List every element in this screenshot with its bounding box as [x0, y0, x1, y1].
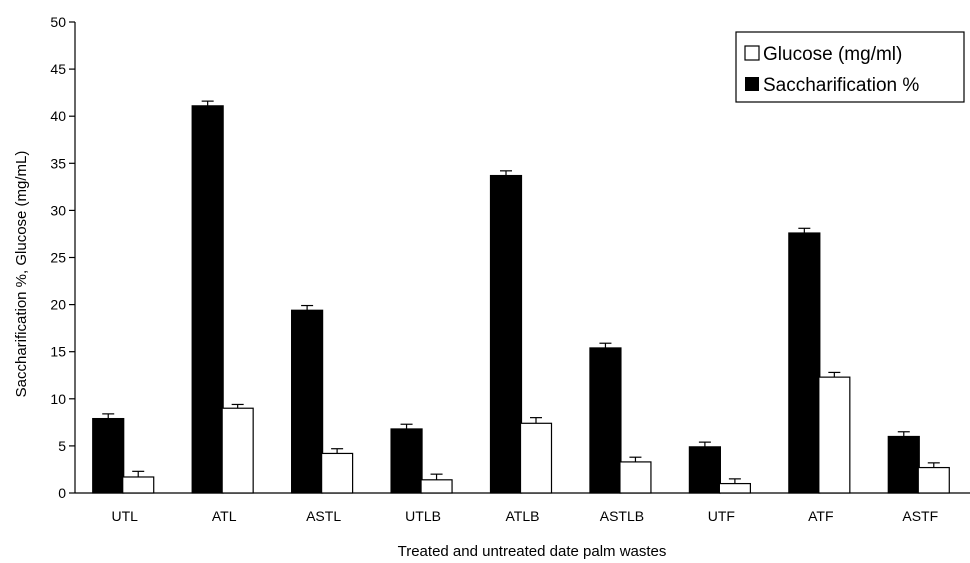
bar-group — [489, 170, 553, 494]
y-tick-label: 10 — [50, 391, 66, 407]
saccharification-bar — [887, 435, 920, 494]
y-tick-label: 5 — [58, 438, 66, 454]
y-tick-label: 30 — [50, 202, 66, 218]
bar-group — [589, 342, 652, 494]
y-tick-label: 40 — [50, 108, 66, 124]
x-tick-label: UTF — [708, 508, 735, 524]
y-axis-title: Saccharification %, Glucose (mg/mL) — [13, 151, 30, 398]
saccharification-bar — [390, 428, 423, 494]
x-tick-label: UTL — [111, 508, 138, 524]
x-tick-label: ATL — [212, 508, 237, 524]
x-tick-label: UTLB — [405, 508, 441, 524]
y-tick-label: 0 — [58, 485, 66, 501]
y-tick-label: 25 — [50, 250, 66, 266]
bar-group — [291, 304, 354, 494]
y-tick-label: 45 — [50, 61, 66, 77]
x-tick-label: ATF — [808, 508, 833, 524]
saccharification-bar — [788, 232, 821, 494]
bar-group — [688, 441, 751, 494]
x-tick-label: ASTLB — [600, 508, 644, 524]
x-tick-label: ATLB — [506, 508, 540, 524]
saccharification-bar — [688, 446, 721, 494]
x-axis-title: Treated and untreated date palm wastes — [398, 543, 667, 560]
saccharification-bar — [291, 309, 324, 494]
legend-frame — [735, 31, 965, 103]
saccharification-bar — [191, 105, 224, 494]
glucose-bar — [122, 476, 155, 494]
y-tick-label: 15 — [50, 344, 66, 360]
legend-label-saccharification: Saccharification % — [763, 75, 919, 96]
saccharification-bar — [92, 417, 125, 494]
glucose-bar — [718, 482, 751, 494]
bar-group — [390, 423, 453, 494]
glucose-bar — [321, 452, 354, 494]
legend: Glucose (mg/ml) Saccharification % — [735, 31, 965, 103]
glucose-bar — [917, 466, 950, 494]
saccharification-bar — [589, 347, 622, 494]
bar-group — [887, 431, 950, 494]
legend-label-glucose: Glucose (mg/ml) — [763, 44, 902, 65]
glucose-bar — [818, 376, 851, 494]
legend-swatch-saccharification — [745, 77, 759, 91]
x-tick-label: ASTF — [902, 508, 938, 524]
y-tick-label: 35 — [50, 155, 66, 171]
glucose-bar — [519, 422, 553, 494]
glucose-bar — [420, 479, 453, 494]
saccharification-bar — [489, 174, 523, 494]
bars — [92, 100, 950, 494]
bar-group — [92, 413, 155, 494]
legend-swatch-glucose — [744, 45, 760, 61]
x-tick-label: ASTL — [306, 508, 341, 524]
x-tick-labels: UTL ATL ASTL UTLB ATLB ASTLB UTF ATF ASTF — [111, 508, 938, 524]
glucose-bar — [221, 407, 254, 494]
y-tick-label: 20 — [50, 297, 66, 313]
bar-group — [788, 227, 851, 494]
y-tick-label: 50 — [50, 14, 66, 30]
glucose-bar — [619, 461, 652, 494]
bar-group — [191, 100, 254, 494]
